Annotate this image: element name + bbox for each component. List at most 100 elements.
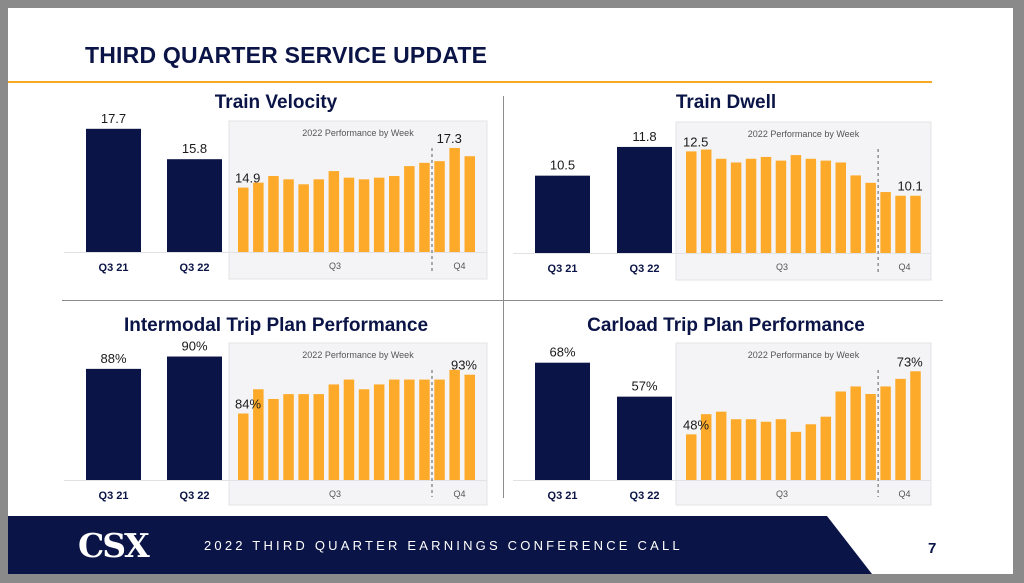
intermodal-trip-plan-week-bar-1 bbox=[238, 413, 249, 480]
intermodal-trip-plan-week-bar-5 bbox=[298, 394, 309, 480]
carload-trip-plan-week-bar-12 bbox=[850, 386, 861, 480]
carload-trip-plan-week-bar-6 bbox=[760, 421, 772, 480]
train-dwell-week-bar-8 bbox=[790, 155, 802, 253]
carload-trip-plan-week-bar-8 bbox=[790, 431, 802, 480]
footer-text: 2022 THIRD QUARTER EARNINGS CONFERENCE C… bbox=[204, 538, 683, 553]
train-dwell-week-annotation-2: 10.1 bbox=[897, 179, 922, 194]
intermodal-trip-plan-week-bar-2 bbox=[253, 389, 264, 480]
charts-canvas: 17.7 Q3 21 15.8 Q3 22 2022 Performance by We… bbox=[64, 111, 932, 506]
train-dwell-week-bar-5 bbox=[745, 158, 757, 253]
train-velocity-weekly-subtitle: 2022 Performance by Week bbox=[302, 128, 414, 138]
intermodal-trip-plan-week-bar-15 bbox=[449, 369, 460, 480]
train-dwell-week-bar-4 bbox=[730, 162, 742, 253]
carload-trip-plan-week-bar-7 bbox=[775, 419, 787, 480]
intermodal-trip-plan-quarter-bar-1 bbox=[86, 368, 141, 480]
train-dwell-week-bar-16 bbox=[910, 195, 921, 253]
train-dwell-week-bar-7 bbox=[775, 160, 787, 253]
intermodal-trip-plan-quarter-bar-2 bbox=[167, 356, 222, 480]
train-velocity-quarter-value-2: 15.8 bbox=[182, 141, 207, 156]
carload-trip-plan-week-bar-11 bbox=[835, 391, 846, 480]
train-dwell-quarter-bar-2 bbox=[617, 146, 672, 253]
page-number: 7 bbox=[928, 540, 937, 557]
intermodal-trip-plan-week-bar-6 bbox=[313, 394, 324, 480]
intermodal-trip-plan-quarter-value-2: 90% bbox=[181, 339, 207, 354]
intermodal-trip-plan-title: Intermodal Trip Plan Performance bbox=[123, 315, 429, 336]
intermodal-trip-plan-week-bar-4 bbox=[283, 394, 294, 480]
intermodal-trip-plan-chart bbox=[64, 342, 488, 506]
intermodal-trip-plan-week-annotation-2: 93% bbox=[451, 358, 477, 373]
horizontal-divider bbox=[62, 300, 943, 301]
intermodal-trip-plan-week-annotation-1: 84% bbox=[235, 397, 261, 412]
train-dwell-week-bar-15 bbox=[895, 195, 906, 253]
train-velocity-quarter-value-1: 17.7 bbox=[101, 111, 126, 126]
carload-trip-plan-weekly-subtitle: 2022 Performance by Week bbox=[748, 350, 860, 360]
carload-trip-plan-quarter-value-1: 68% bbox=[549, 345, 575, 360]
train-dwell-weekly-subtitle: 2022 Performance by Week bbox=[748, 129, 860, 139]
train-dwell-week-bar-10 bbox=[820, 160, 832, 253]
carload-trip-plan-quarter-value-2: 57% bbox=[631, 379, 657, 394]
carload-trip-plan-week-bar-16 bbox=[910, 371, 921, 480]
train-velocity-group-label-q3: Q3 bbox=[329, 261, 341, 271]
train-velocity-title: Train Velocity bbox=[214, 92, 338, 113]
carload-trip-plan-quarter-bar-2 bbox=[617, 396, 672, 480]
intermodal-trip-plan-group-label-q4: Q4 bbox=[453, 489, 465, 499]
train-dwell-group-label-q4: Q4 bbox=[899, 262, 911, 272]
train-dwell-quarter-value-2: 11.8 bbox=[632, 129, 656, 144]
train-dwell-week-bar-6 bbox=[760, 156, 772, 253]
carload-trip-plan-quarter-bar-1 bbox=[535, 362, 590, 480]
carload-trip-plan-week-bar-3 bbox=[715, 411, 727, 480]
train-velocity-week-bar-3 bbox=[268, 176, 279, 252]
intermodal-trip-plan-quarter-value-1: 88% bbox=[100, 351, 126, 366]
train-velocity-week-bar-10 bbox=[373, 177, 385, 252]
train-velocity-quarter-bar-1 bbox=[86, 128, 141, 252]
train-velocity-week-bar-8 bbox=[343, 177, 355, 252]
train-dwell-quarter-label-1: Q3 21 bbox=[548, 263, 578, 275]
train-velocity-quarter-bar-2 bbox=[167, 159, 222, 252]
train-velocity-week-bar-16 bbox=[464, 156, 475, 252]
train-velocity-week-bar-14 bbox=[434, 161, 445, 252]
title-underline bbox=[8, 81, 932, 83]
train-dwell-week-bar-3 bbox=[715, 158, 727, 253]
train-dwell-title: Train Dwell bbox=[675, 92, 777, 113]
train-velocity-quarter-label-2: Q3 22 bbox=[180, 262, 210, 274]
carload-trip-plan-week-bar-5 bbox=[745, 419, 757, 480]
intermodal-trip-plan-week-bar-11 bbox=[389, 379, 400, 480]
carload-trip-plan-quarter-label-2: Q3 22 bbox=[630, 490, 660, 502]
carload-trip-plan-week-bar-13 bbox=[865, 394, 876, 480]
slide-title: THIRD QUARTER SERVICE UPDATE bbox=[85, 42, 488, 68]
train-velocity-week-bar-6 bbox=[313, 179, 324, 252]
train-velocity-week-bar-5 bbox=[298, 184, 309, 252]
train-velocity-quarter-label-1: Q3 21 bbox=[99, 262, 129, 274]
intermodal-trip-plan-week-bar-13 bbox=[419, 379, 430, 480]
train-dwell-quarter-bar-1 bbox=[535, 175, 590, 253]
footer-band bbox=[8, 516, 872, 574]
intermodal-trip-plan-weekly-subtitle: 2022 Performance by Week bbox=[302, 350, 414, 360]
train-dwell-week-bar-12 bbox=[850, 175, 861, 253]
train-dwell-week-bar-2 bbox=[700, 149, 712, 253]
train-dwell-week-bar-11 bbox=[835, 162, 846, 253]
train-dwell-quarter-value-1: 10.5 bbox=[550, 158, 575, 173]
carload-trip-plan-chart bbox=[513, 342, 932, 506]
csx-logo: CSX bbox=[78, 526, 150, 565]
carload-trip-plan-week-bar-9 bbox=[805, 424, 817, 480]
carload-trip-plan-group-label-q4: Q4 bbox=[899, 489, 911, 499]
intermodal-trip-plan-week-bar-14 bbox=[434, 379, 445, 480]
intermodal-trip-plan-week-bar-10 bbox=[373, 384, 385, 480]
carload-trip-plan-week-bar-4 bbox=[730, 419, 742, 480]
intermodal-trip-plan-quarter-label-2: Q3 22 bbox=[180, 490, 210, 502]
carload-trip-plan-group-label-q3: Q3 bbox=[776, 489, 788, 499]
intermodal-trip-plan-week-bar-9 bbox=[358, 389, 370, 480]
carload-trip-plan-week-bar-2 bbox=[700, 414, 712, 480]
intermodal-trip-plan-week-bar-3 bbox=[268, 398, 279, 480]
vertical-divider bbox=[503, 96, 504, 498]
carload-trip-plan-week-bar-15 bbox=[895, 378, 906, 480]
train-dwell-weekly-panel bbox=[675, 121, 932, 281]
train-dwell-group-label-q3: Q3 bbox=[776, 262, 788, 272]
train-velocity-week-bar-1 bbox=[238, 187, 249, 252]
train-dwell-week-bar-1 bbox=[686, 151, 697, 253]
carload-trip-plan-week-bar-14 bbox=[880, 386, 891, 480]
train-dwell-week-bar-14 bbox=[880, 192, 891, 253]
train-velocity-week-bar-12 bbox=[404, 166, 415, 252]
train-velocity-week-bar-13 bbox=[419, 162, 430, 252]
train-dwell-week-bar-9 bbox=[805, 158, 817, 253]
